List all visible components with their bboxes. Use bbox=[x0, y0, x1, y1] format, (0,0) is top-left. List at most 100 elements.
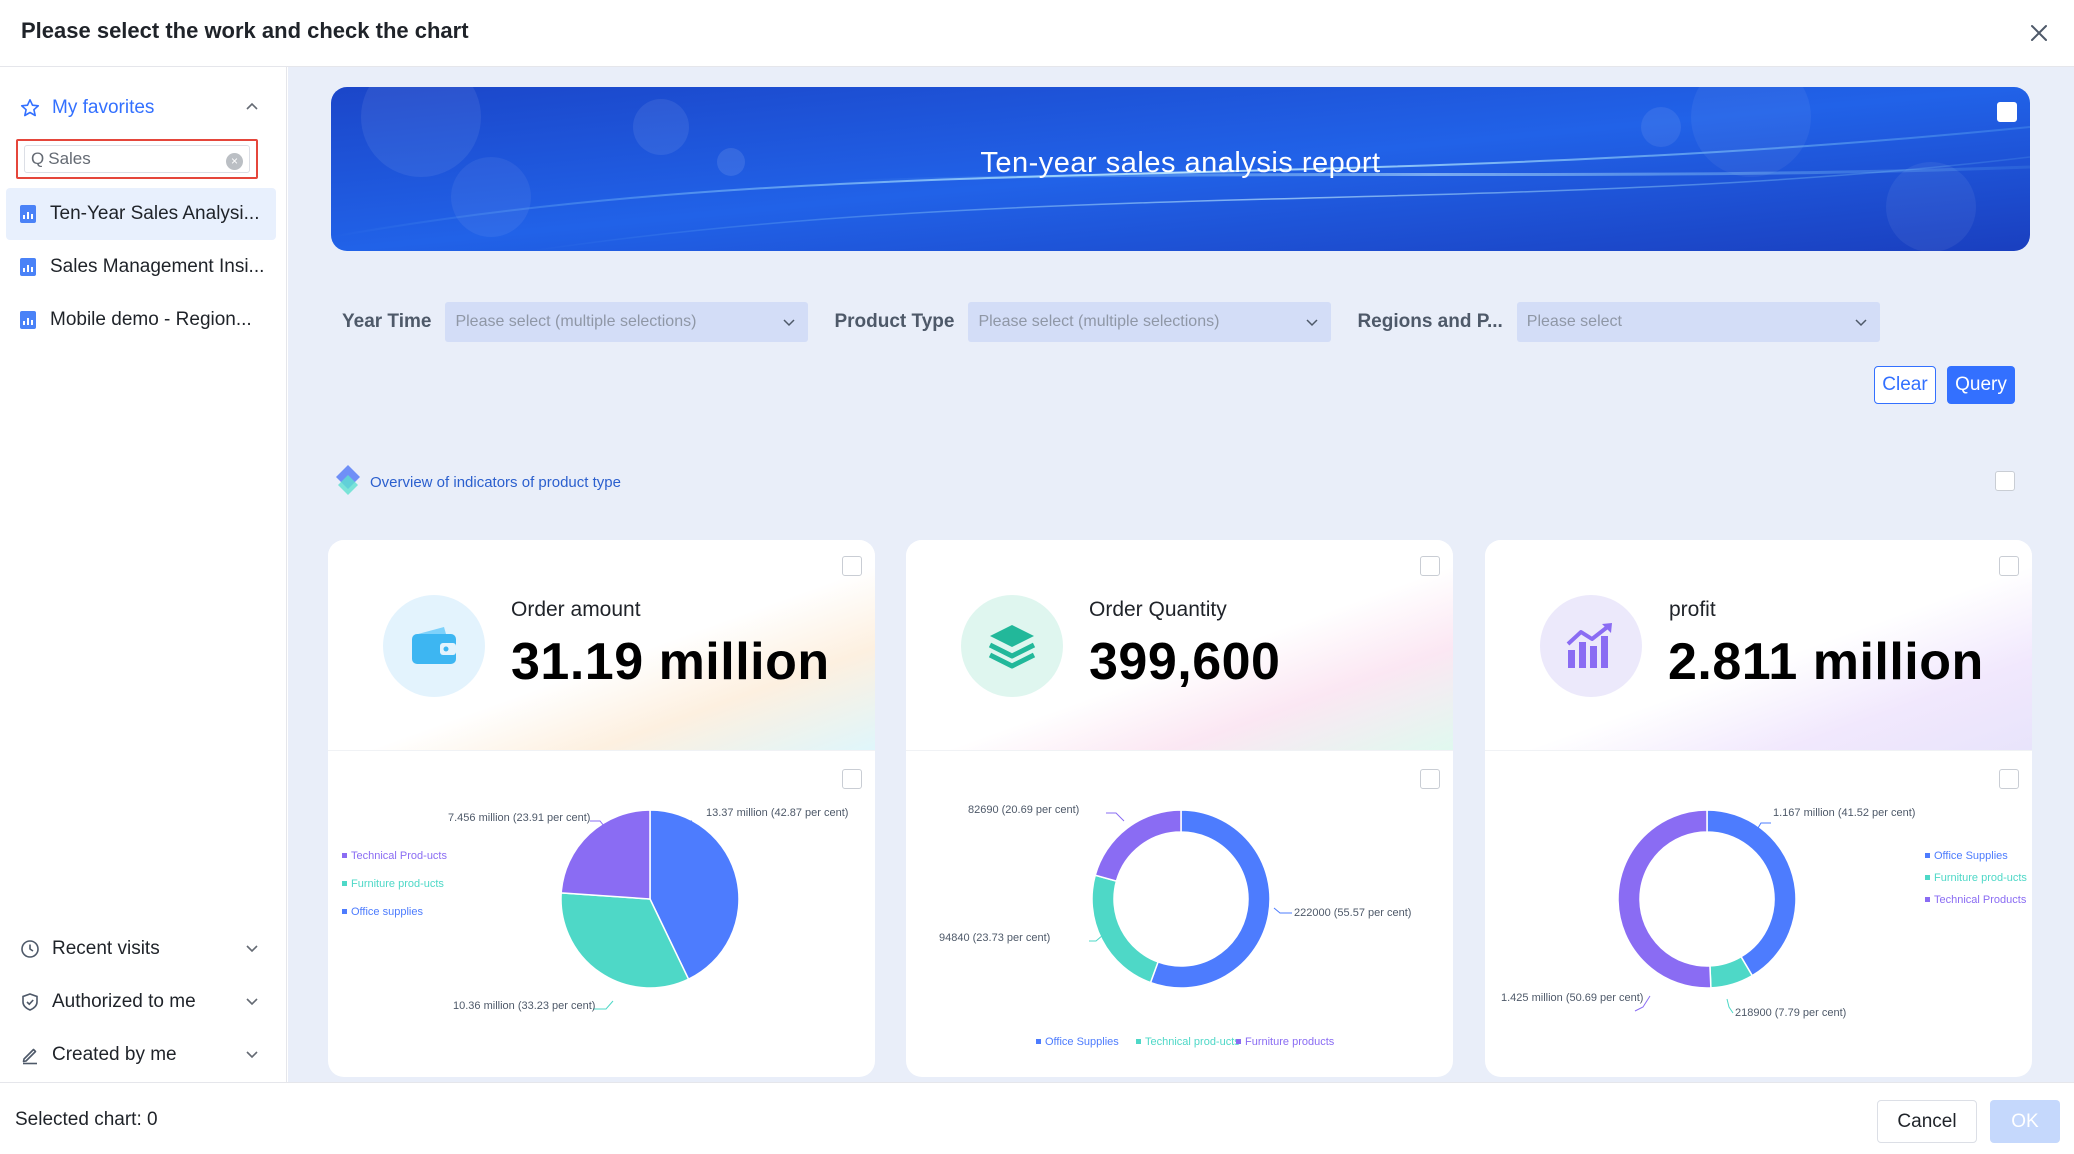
kpi-value: 2.811 million bbox=[1668, 632, 1984, 692]
kpi-checkbox[interactable] bbox=[1999, 556, 2019, 576]
filter-label-product-type: Product Type bbox=[834, 311, 954, 333]
slice-label: 1.425 million (50.69 per cent) bbox=[1501, 992, 1643, 1004]
star-icon bbox=[20, 98, 40, 118]
section-checkbox[interactable] bbox=[1995, 471, 2015, 491]
report-icon bbox=[20, 311, 36, 329]
kpi-header: profit 2.811 million bbox=[1485, 540, 2032, 750]
filter-label-year-time: Year Time bbox=[342, 311, 431, 333]
legend-marker bbox=[1925, 897, 1930, 902]
report-icon bbox=[20, 205, 36, 223]
search-icon: Q bbox=[31, 149, 44, 169]
legend-marker bbox=[1925, 853, 1930, 858]
legend-item: Furniture prod-ucts bbox=[1934, 872, 2027, 884]
clear-search-icon[interactable]: × bbox=[226, 153, 243, 170]
legend-item: Office supplies bbox=[351, 906, 423, 918]
kpi-checkbox[interactable] bbox=[1420, 556, 1440, 576]
work-item-mobile-demo[interactable]: Mobile demo - Region... bbox=[6, 294, 276, 346]
slice-leader-line bbox=[593, 1001, 613, 1009]
chevron-down-icon bbox=[782, 315, 796, 329]
legend-marker bbox=[1925, 875, 1930, 880]
slice-label: 218900 (7.79 per cent) bbox=[1735, 1007, 1846, 1019]
report-preview: Ten-year sales analysis report Year Time… bbox=[288, 67, 2074, 1082]
layers-icon bbox=[961, 595, 1063, 697]
kpi-header: Order Quantity 399,600 bbox=[906, 540, 1453, 750]
pie-slice bbox=[1151, 810, 1270, 988]
legend-marker bbox=[342, 881, 347, 886]
nav-recent-visits[interactable]: Recent visits bbox=[20, 922, 260, 975]
legend-marker bbox=[342, 853, 347, 858]
slice-label: 10.36 million (33.23 per cent) bbox=[453, 1000, 595, 1012]
kpi-label: Order amount bbox=[511, 598, 641, 622]
slice-label: 1.167 million (41.52 per cent) bbox=[1773, 807, 1915, 819]
banner-title: Ten-year sales analysis report bbox=[331, 147, 2030, 180]
chart-checkbox[interactable] bbox=[842, 769, 862, 789]
kpi-label: Order Quantity bbox=[1089, 598, 1227, 622]
legend-item: Furniture prod-ucts bbox=[351, 878, 444, 890]
slice-leader-line bbox=[1727, 999, 1733, 1013]
donut-chart: 1.167 million (41.52 per cent) 218900 (7.… bbox=[1485, 750, 2032, 1077]
kpi-label: profit bbox=[1669, 598, 1716, 622]
search-input[interactable] bbox=[48, 149, 218, 169]
section-header: Overview of indicators of product type bbox=[336, 465, 621, 499]
legend-marker bbox=[1136, 1039, 1141, 1044]
dialog-header: Please select the work and check the cha… bbox=[0, 0, 2074, 67]
kpi-value: 31.19 million bbox=[511, 632, 830, 692]
slice-leader-line bbox=[1106, 813, 1124, 821]
work-item-label: Sales Management Insi... bbox=[50, 256, 264, 278]
legend-marker bbox=[1236, 1039, 1241, 1044]
ok-button[interactable]: OK bbox=[1990, 1100, 2060, 1143]
select-placeholder: Please select (multiple selections) bbox=[978, 313, 1219, 331]
cancel-button[interactable]: Cancel bbox=[1877, 1100, 1977, 1143]
legend-item: Technical Products bbox=[1934, 894, 2027, 906]
close-icon[interactable] bbox=[2022, 16, 2056, 50]
chevron-down-icon bbox=[1305, 315, 1319, 329]
kpi-card-order-amount: Order amount 31.19 million 13.37 million… bbox=[328, 540, 875, 1077]
work-item-label: Ten-Year Sales Analysi... bbox=[50, 203, 259, 225]
chart-checkbox[interactable] bbox=[1420, 769, 1440, 789]
legend-item: Office Supplies bbox=[1934, 850, 2008, 862]
search-box: Q × bbox=[24, 145, 250, 173]
pie-chart: 13.37 million (42.87 per cent) 10.36 mill… bbox=[328, 750, 875, 1077]
my-favorites-toggle[interactable]: My favorites bbox=[20, 93, 260, 123]
pie-slice bbox=[1095, 810, 1181, 881]
pie-slice bbox=[1092, 875, 1158, 982]
chevron-down-icon bbox=[244, 1046, 260, 1062]
year-time-select[interactable]: Please select (multiple selections) bbox=[445, 302, 808, 342]
chevron-down-icon bbox=[1854, 315, 1868, 329]
work-item-ten-year-sales[interactable]: Ten-Year Sales Analysi... bbox=[6, 188, 276, 240]
legend-item: Office Supplies bbox=[1045, 1036, 1119, 1048]
work-item-label: Mobile demo - Region... bbox=[50, 309, 252, 331]
legend-item: Technical prod-ucts bbox=[1145, 1036, 1240, 1048]
legend-item: Technical Prod-ucts bbox=[351, 850, 447, 862]
work-item-sales-management[interactable]: Sales Management Insi... bbox=[6, 241, 276, 293]
section-title: Overview of indicators of product type bbox=[370, 474, 621, 491]
report-banner: Ten-year sales analysis report bbox=[331, 87, 2030, 251]
dialog-footer: Selected chart: 0 Cancel OK bbox=[0, 1082, 2074, 1154]
report-icon bbox=[20, 258, 36, 276]
query-button[interactable]: Query bbox=[1947, 366, 2015, 404]
clear-button[interactable]: Clear bbox=[1874, 366, 1936, 404]
chart-checkbox[interactable] bbox=[1999, 769, 2019, 789]
kpi-header: Order amount 31.19 million bbox=[328, 540, 875, 750]
banner-checkbox[interactable] bbox=[1997, 102, 2017, 122]
wallet-icon bbox=[383, 595, 485, 697]
slice-label: 7.456 million (23.91 per cent) bbox=[448, 812, 590, 824]
chevron-up-icon bbox=[244, 99, 260, 115]
product-type-select[interactable]: Please select (multiple selections) bbox=[968, 302, 1331, 342]
nav-label: Authorized to me bbox=[52, 991, 196, 1013]
sidebar-nav: Recent visits Authorized to me Created b… bbox=[20, 922, 260, 1081]
dialog-title: Please select the work and check the cha… bbox=[21, 18, 469, 44]
select-placeholder: Please select (multiple selections) bbox=[455, 313, 696, 331]
nav-authorized-to-me[interactable]: Authorized to me bbox=[20, 975, 260, 1028]
regions-select[interactable]: Please select bbox=[1517, 302, 1880, 342]
pie-slice bbox=[1618, 810, 1711, 988]
kpi-card-profit: profit 2.811 million 1.167 million (41.5… bbox=[1485, 540, 2032, 1077]
diamond-icon bbox=[336, 465, 360, 499]
legend-marker bbox=[342, 909, 347, 914]
pie-slice bbox=[1707, 810, 1796, 976]
clock-icon bbox=[20, 939, 40, 959]
kpi-checkbox[interactable] bbox=[842, 556, 862, 576]
nav-created-by-me[interactable]: Created by me bbox=[20, 1028, 260, 1081]
pen-icon bbox=[20, 1045, 40, 1065]
legend-item: Furniture products bbox=[1245, 1036, 1335, 1048]
